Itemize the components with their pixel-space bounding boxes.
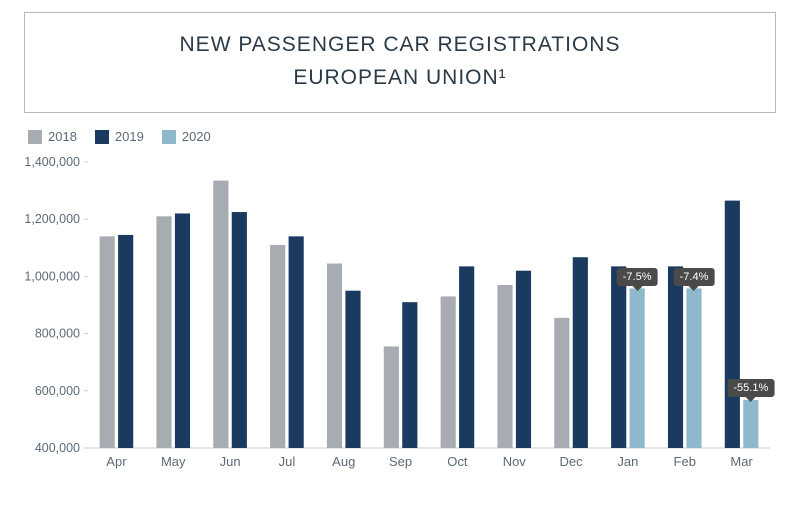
x-axis-tick-label: Dec bbox=[560, 454, 584, 469]
legend-label: 2020 bbox=[182, 129, 211, 144]
legend-label: 2019 bbox=[115, 129, 144, 144]
x-axis-tick-label: Aug bbox=[332, 454, 355, 469]
bar bbox=[384, 347, 399, 449]
legend-swatch bbox=[95, 130, 109, 144]
x-axis-tick-label: May bbox=[161, 454, 186, 469]
bar bbox=[327, 264, 342, 448]
data-callout: -7.5% bbox=[617, 268, 658, 286]
bar bbox=[156, 216, 171, 448]
bar bbox=[630, 289, 645, 449]
bar bbox=[175, 214, 190, 449]
legend-item: 2019 bbox=[95, 129, 144, 144]
bar bbox=[573, 257, 588, 448]
bar bbox=[516, 271, 531, 448]
bar bbox=[270, 245, 285, 448]
bar-chart: 400,000 600,000 800,000 1,000,000 1,200,000 1… bbox=[24, 152, 776, 472]
bar bbox=[725, 201, 740, 448]
chart-title-box: NEW PASSENGER CAR REGISTRATIONS EUROPEAN… bbox=[24, 12, 776, 113]
legend-swatch bbox=[162, 130, 176, 144]
x-axis-tick-label: Sep bbox=[389, 454, 412, 469]
legend-label: 2018 bbox=[48, 129, 77, 144]
y-axis-tick-label: 800,000 bbox=[35, 327, 80, 341]
bar bbox=[402, 302, 417, 448]
chart-title-line1: NEW PASSENGER CAR REGISTRATIONS bbox=[35, 29, 765, 62]
bar bbox=[345, 291, 360, 448]
x-axis-tick-label: Jan bbox=[617, 454, 638, 469]
data-callout: -55.1% bbox=[727, 379, 774, 397]
y-axis-tick-label: 1,200,000 bbox=[24, 212, 80, 226]
bar bbox=[554, 318, 569, 448]
legend-item: 2018 bbox=[28, 129, 77, 144]
data-callout: -7.4% bbox=[674, 268, 715, 286]
bar bbox=[441, 297, 456, 449]
x-axis-tick-label: Mar bbox=[730, 454, 753, 469]
bar bbox=[289, 236, 304, 448]
y-axis-tick-label: 1,400,000 bbox=[24, 155, 80, 169]
bar bbox=[686, 289, 701, 449]
y-axis-tick-label: 600,000 bbox=[35, 384, 80, 398]
x-axis-tick-label: Nov bbox=[503, 454, 527, 469]
bar bbox=[459, 266, 474, 448]
chart-title-line2: EUROPEAN UNION¹ bbox=[35, 62, 765, 95]
bar bbox=[668, 266, 683, 448]
x-axis-tick-label: Jun bbox=[220, 454, 241, 469]
x-axis-tick-label: Oct bbox=[447, 454, 468, 469]
y-axis-tick-label: 1,000,000 bbox=[24, 269, 80, 283]
bar bbox=[743, 400, 758, 448]
y-axis-tick-label: 400,000 bbox=[35, 441, 80, 455]
bar bbox=[611, 266, 626, 448]
legend: 2018 2019 2020 bbox=[24, 129, 776, 144]
legend-swatch bbox=[28, 130, 42, 144]
legend-item: 2020 bbox=[162, 129, 211, 144]
bar bbox=[213, 181, 228, 448]
bar bbox=[100, 236, 115, 448]
bar bbox=[232, 212, 247, 448]
x-axis-tick-label: Jul bbox=[279, 454, 296, 469]
bar bbox=[118, 235, 133, 448]
x-axis-tick-label: Apr bbox=[106, 454, 127, 469]
bar bbox=[497, 285, 512, 448]
x-axis-tick-label: Feb bbox=[674, 454, 696, 469]
